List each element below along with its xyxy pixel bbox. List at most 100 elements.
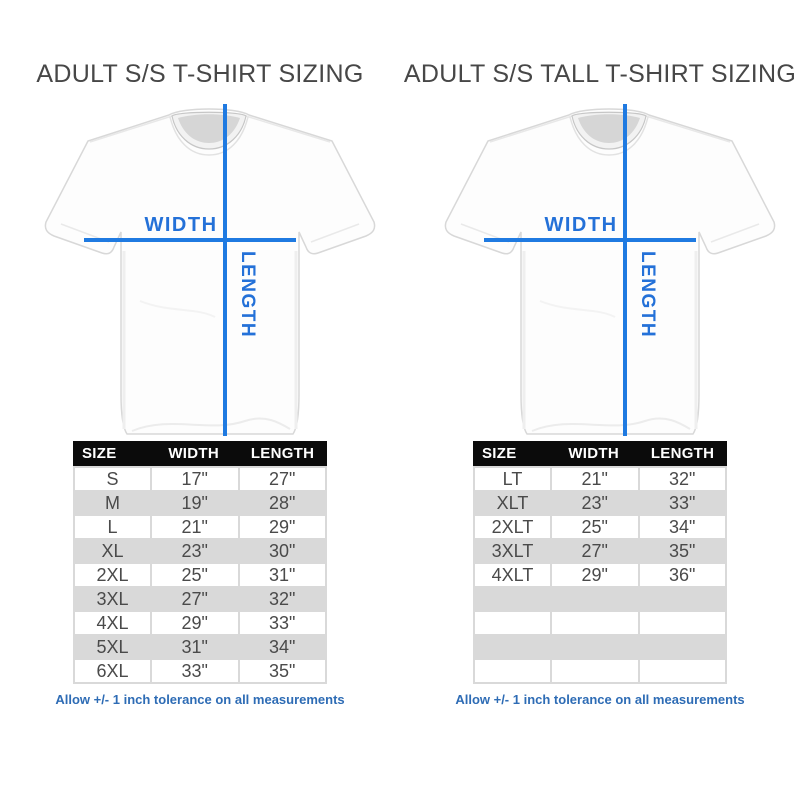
- table-cell: 29": [239, 515, 325, 538]
- table-cell: 35": [239, 659, 325, 682]
- table-cell: 29": [552, 563, 638, 586]
- panel-title-standard: ADULT S/S T-SHIRT SIZING: [36, 60, 364, 88]
- table-row: S 17" 27": [75, 467, 325, 490]
- table-row: 2XLT 25" 34": [475, 515, 725, 538]
- table-cell: [552, 587, 638, 610]
- panel-tall-sizing: ADULT S/S TALL T-SHIRT SIZING WIDTH LENG…: [403, 60, 797, 707]
- collar-seam: [569, 116, 649, 156]
- table-cell: [475, 635, 550, 658]
- table-cell: 33": [239, 611, 325, 634]
- table-header-row: SIZE WIDTH LENGTH: [73, 440, 327, 466]
- table-cell: 19": [152, 491, 238, 514]
- table-cell: 31": [239, 563, 325, 586]
- sizing-chart-page: ADULT S/S T-SHIRT SIZING: [7, 60, 797, 707]
- table-cell: 23": [152, 539, 238, 562]
- table-cell: 27": [239, 467, 325, 490]
- tshirt-outline: [44, 108, 376, 435]
- table-cell: 33": [639, 491, 725, 514]
- panel-title-tall: ADULT S/S TALL T-SHIRT SIZING: [403, 60, 797, 88]
- table-cell: 2XL: [75, 563, 150, 586]
- table-row: M 19" 28": [75, 491, 325, 514]
- table-cell: 32": [639, 467, 725, 490]
- table-row: 3XL 27" 32": [75, 587, 325, 610]
- table-row: 5XL 31" 34": [75, 635, 325, 658]
- table-cell: L: [75, 515, 150, 538]
- table-cell: 5XL: [75, 635, 150, 658]
- table-cell: 27": [152, 587, 238, 610]
- sleeve-seam-right: [310, 223, 360, 243]
- table-cell: 25": [552, 515, 638, 538]
- table-cell: 4XL: [75, 611, 150, 634]
- sleeve-seam-right: [710, 223, 760, 243]
- shoulder-seam-right: [245, 115, 331, 143]
- column-header: LENGTH: [250, 444, 315, 462]
- column-header: LENGTH: [650, 444, 715, 462]
- width-label: WIDTH: [144, 214, 217, 236]
- table-cell: [552, 635, 638, 658]
- shoulder-seam-right: [645, 115, 731, 143]
- table-cell: [552, 659, 638, 682]
- table-row: 2XL 25" 31": [75, 563, 325, 586]
- table-cell: XLT: [475, 491, 550, 514]
- table-cell: 33": [152, 659, 238, 682]
- tshirt-outline: [444, 108, 776, 435]
- table-cell: [639, 659, 725, 682]
- tshirt-diagram-standard: WIDTH LENGTH: [20, 101, 380, 443]
- table-row: XLT 23" 33": [475, 491, 725, 514]
- table-cell: 30": [239, 539, 325, 562]
- table-cell: 3XL: [75, 587, 150, 610]
- table-cell: 23": [552, 491, 638, 514]
- table-row: 6XL 33" 35": [75, 659, 325, 682]
- table-cell: [639, 611, 725, 634]
- column-header: WIDTH: [168, 444, 219, 462]
- table-row: 3XLT 27" 35": [475, 539, 725, 562]
- shoulder-seam-left: [489, 115, 573, 143]
- table-row: LT 21" 32": [475, 467, 725, 490]
- table-cell: [639, 587, 725, 610]
- column-header: WIDTH: [568, 444, 619, 462]
- hem-wrinkle: [131, 417, 291, 432]
- collar-seam: [169, 116, 249, 156]
- table-cell: 2XLT: [475, 515, 550, 538]
- table-cell: [475, 611, 550, 634]
- table-cell: 3XLT: [475, 539, 550, 562]
- table-cell: [552, 611, 638, 634]
- table-row-empty: [475, 611, 725, 634]
- tolerance-note-standard: Allow +/- 1 inch tolerance on all measur…: [55, 691, 345, 707]
- table-cell: 32": [239, 587, 325, 610]
- tshirt-diagram-tall: WIDTH LENGTH: [420, 101, 780, 443]
- table-row: 4XL 29" 33": [75, 611, 325, 634]
- table-row: 4XLT 29" 36": [475, 563, 725, 586]
- table-cell: 21": [152, 515, 238, 538]
- size-table-standard: SIZE WIDTH LENGTH S 17" 27" M 19" 28" L 21" 29" XL 23…: [73, 440, 327, 684]
- table-cell: 25": [152, 563, 238, 586]
- column-header: SIZE: [82, 444, 117, 462]
- table-cell: 28": [239, 491, 325, 514]
- tshirt-illustration: WIDTH LENGTH: [444, 103, 776, 436]
- table-cell: 36": [639, 563, 725, 586]
- table-cell: [475, 659, 550, 682]
- chest-wrinkle: [539, 299, 616, 318]
- table-cell: 27": [552, 539, 638, 562]
- length-label: LENGTH: [237, 251, 258, 338]
- table-row: L 21" 29": [75, 515, 325, 538]
- table-header-row: SIZE WIDTH LENGTH: [473, 440, 727, 466]
- length-label: LENGTH: [637, 251, 658, 338]
- size-table-tall: SIZE WIDTH LENGTH LT 21" 32" XLT 23" 33" 2XLT 25" 3…: [473, 440, 727, 684]
- tshirt-illustration: WIDTH LENGTH: [44, 103, 376, 436]
- hem-wrinkle: [531, 417, 691, 432]
- table-cell: 17": [152, 467, 238, 490]
- table-cell: S: [75, 467, 150, 490]
- table-cell: 31": [152, 635, 238, 658]
- panel-standard-sizing: ADULT S/S T-SHIRT SIZING: [7, 60, 393, 707]
- column-header: SIZE: [482, 444, 517, 462]
- table-cell: 29": [152, 611, 238, 634]
- chest-wrinkle: [139, 299, 216, 318]
- table-cell: 34": [639, 515, 725, 538]
- shoulder-seam-left: [89, 115, 173, 143]
- width-label: WIDTH: [544, 214, 617, 236]
- table-cell: 34": [239, 635, 325, 658]
- table-cell: [475, 587, 550, 610]
- table-cell: 4XLT: [475, 563, 550, 586]
- table-cell: 35": [639, 539, 725, 562]
